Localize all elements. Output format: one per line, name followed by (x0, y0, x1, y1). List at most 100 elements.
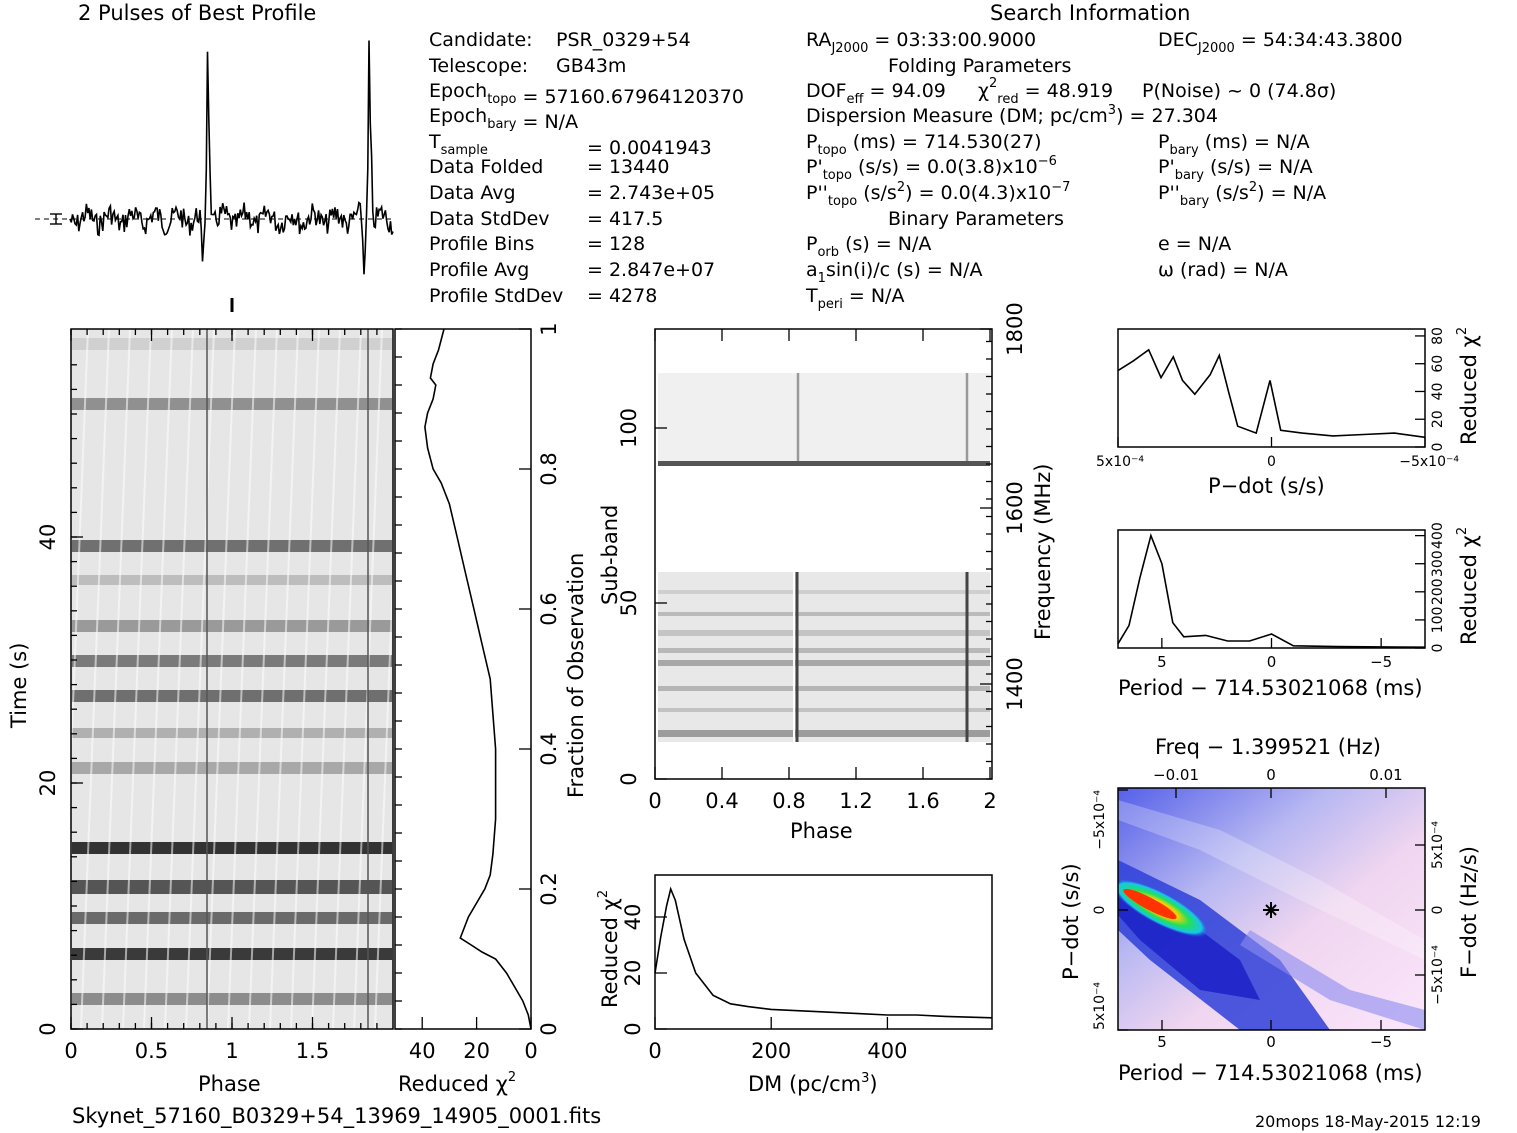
tp-band (72, 880, 392, 894)
pddbary-label: P''bary (s/s2) = N/A (1158, 180, 1326, 209)
sb-xtick: 0 (648, 789, 661, 813)
pe-ytick: 0 (1430, 644, 1446, 653)
chi2-fraction-ylabel: Fraction of Observation (564, 553, 588, 798)
tp-stripe (164, 328, 194, 1030)
sb-ytick: 0 (617, 772, 641, 785)
sb-band (658, 590, 990, 594)
cf-ytick: 0.4 (537, 732, 561, 765)
pe-ytick: 300 (1430, 550, 1446, 577)
ppd-y2tick: 5x10⁻⁴ (1430, 821, 1446, 869)
info-column-1: Candidate: PSR_0329+54 Telescope: GB43m Epoc… (428, 29, 744, 307)
ppd-y2label: F−dot (Hz/s) (1457, 846, 1481, 978)
tp-ytick: 0 (36, 1022, 60, 1035)
dof-label: DOFeff = 94.09 (806, 80, 946, 107)
sb-band (658, 648, 990, 653)
subband-xlabel: Phase (790, 819, 853, 843)
info-row: Profile Avg = 2.847e+07 (429, 259, 715, 281)
info-row: Data StdDev = 417.5 (429, 208, 663, 230)
tp-band (72, 690, 392, 702)
sb-ytick: 100 (617, 408, 641, 448)
ra-label: RAJ2000 = 03:33:00.9000 (806, 29, 1036, 56)
ppd-xtick: 0 (1266, 1033, 1276, 1051)
dm-xlabel: DM (pc/cm3) (748, 1071, 878, 1096)
sb-band (658, 730, 990, 737)
cf-ytick: 0 (537, 1022, 561, 1035)
tp-stripe (290, 328, 320, 1030)
sb-ytick: 50 (617, 590, 641, 617)
info-row: Epochtopo = 57160.67964120370 (429, 80, 744, 108)
tp-stripe (122, 328, 152, 1030)
folding-header: Folding Parameters (888, 55, 1071, 77)
dm-xtick: 200 (751, 1039, 791, 1063)
tp-stripe (311, 328, 341, 1030)
info-row: Candidate: PSR_0329+54 (429, 29, 691, 51)
search-title: Search Information (990, 1, 1190, 25)
tp-stripe (143, 328, 173, 1030)
tp-stripe (332, 328, 362, 1030)
tp-band (72, 993, 392, 1005)
pddtopo-label: P''topo (s/s2) = 0.0(4.3)x10−7 (806, 180, 1070, 209)
time-phase-ylabel: Time (s) (7, 643, 31, 729)
tp-stripe (101, 328, 131, 1030)
tp-stripe (227, 328, 257, 1030)
pd-xtick: 0 (1267, 454, 1276, 470)
info-row: Telescope: GB43m (428, 55, 626, 77)
pbary-label: Pbary (ms) = N/A (1158, 131, 1310, 158)
sb-band (658, 630, 990, 636)
tp-band (72, 655, 392, 667)
ppd-y2tick: −5x10⁻⁴ (1430, 945, 1446, 1005)
tp-band (72, 728, 392, 738)
dm-ytick: 0 (621, 1022, 645, 1035)
asini-label: a1sin(i)/c (s) = N/A (806, 259, 982, 286)
sb-xtick: 0.4 (705, 789, 738, 813)
ppd-x2tick: 0 (1266, 766, 1276, 784)
pdtopo-label: P'topo (s/s) = 0.0(3.8)x10−6 (806, 154, 1057, 183)
tp-stripe (59, 328, 89, 1030)
pd-ytick: 40 (1430, 383, 1446, 401)
pdot-xlabel: P−dot (s/s) (1208, 474, 1325, 498)
subband-y2label: Frequency (MHz) (1031, 464, 1055, 640)
period-ylabel: Reduced χ2 (1455, 527, 1481, 645)
porb-label: Porb (s) = N/A (806, 233, 931, 260)
subband-ylabel: Sub-band (598, 505, 622, 605)
dm-chi2-axes: 0 200 400 0 20 40 (621, 904, 907, 1063)
sb-xtick: 1.2 (839, 789, 872, 813)
tp-xtick: 0 (64, 1039, 77, 1063)
ppd-xlabel: Period − 714.53021068 (ms) (1118, 1061, 1423, 1085)
chi2-label: χ2red = 48.919 (978, 76, 1113, 107)
tp-stripe (269, 328, 299, 1030)
dec-label: DECJ2000 = 54:34:43.3800 (1158, 29, 1403, 56)
dm-chi2-curve (654, 886, 993, 1019)
cf-ytick: 0.8 (537, 452, 561, 485)
tp-band (72, 620, 392, 632)
sb-band (658, 660, 990, 666)
chi2-fraction-panel: 40 20 00 0.2 0.4 0.6 0.8 1 Reduced χ2 Fraction … (394, 322, 588, 1096)
time-phase-panel: 0 0.5 1 1.5 0 20 40 Phase Time (s) (7, 298, 404, 1096)
ppd-x2tick: 0.01 (1369, 766, 1402, 784)
time-phase-axes: 0 0.5 1 1.5 0 20 40 (36, 329, 378, 1063)
tp-xtick: 1.5 (296, 1039, 329, 1063)
ppd-title: Freq − 1.399521 (Hz) (1155, 735, 1381, 759)
sb-xtick: 2 (983, 789, 996, 813)
tp-band (72, 575, 392, 585)
dm-ylabel: Reduced χ2 (596, 890, 622, 1008)
dm-chi2-panel: 0 200 400 0 20 40 DM (pc/cm3) Reduced χ2 (596, 874, 993, 1096)
tp-ytick: 20 (36, 770, 60, 797)
sb-xtick: 1.6 (906, 789, 939, 813)
ecc-label: e = N/A (1158, 233, 1231, 255)
ppd-ytick: 5x10⁻⁴ (1092, 982, 1108, 1030)
pd-xtick: −5x10⁻⁴ (1399, 454, 1459, 470)
cf-ytick: 0.2 (537, 872, 561, 905)
pnoise-label: P(Noise) ~ 0 (74.8σ) (1142, 80, 1336, 102)
period-pdot-axes: 5 0 −5 −0.01 0 0.01 5x10⁻⁴ 0 −5x10⁻⁴ −5x10⁻⁴ 0 5x10… (1092, 766, 1446, 1051)
pdbary-label: P'bary (s/s) = N/A (1158, 156, 1313, 183)
dm-xtick: 0 (648, 1039, 661, 1063)
ppd-ytick: 0 (1092, 906, 1108, 915)
pd-ytick: 20 (1430, 410, 1446, 428)
dm-label: Dispersion Measure (DM; pc/cm3) = 27.304 (806, 103, 1218, 127)
tp-xtick: 0.5 (135, 1039, 168, 1063)
tp-xtick: 1 (225, 1039, 238, 1063)
